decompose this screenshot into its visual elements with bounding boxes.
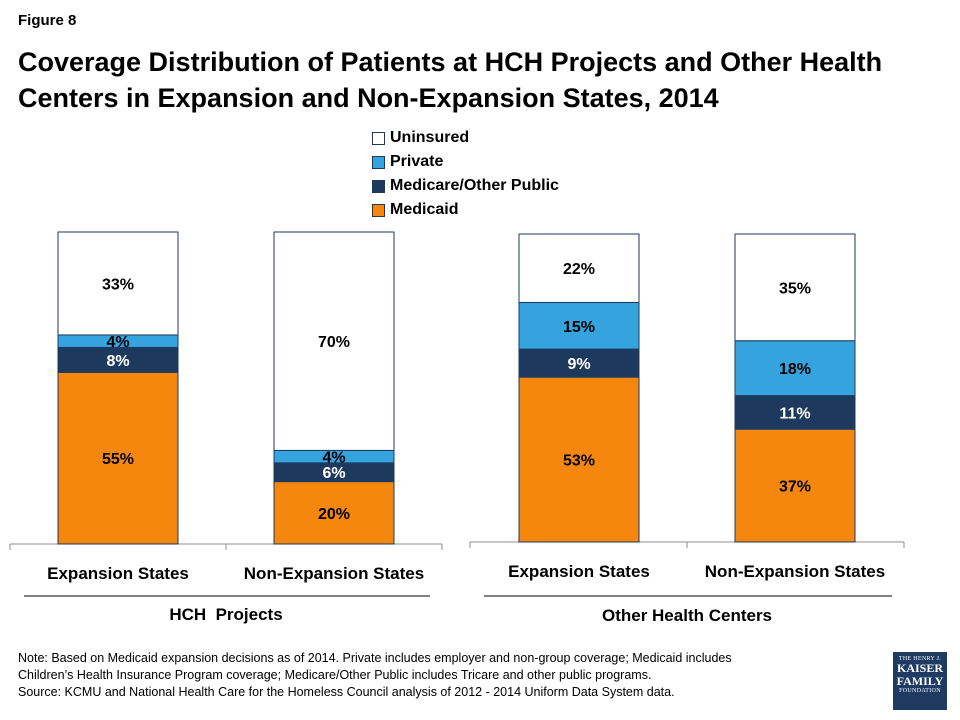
other-health-centers-label-expansion-states-medicare-other-public: 9% (567, 356, 590, 373)
legend: Uninsured Private Medicare/Other Public … (372, 126, 559, 222)
hch-projects-label-non-expansion-states-medicare-other-public: 6% (322, 465, 345, 482)
other-health-centers-category-label-expansion-states: Expansion States (508, 562, 650, 581)
legend-label-medicaid: Medicaid (390, 201, 459, 218)
hch-projects-bar-expansion-states-medicare-other-public (57, 346, 179, 373)
hch-projects-label-non-expansion-states-medicaid: 20% (318, 506, 350, 523)
legend-item-private: Private (372, 150, 559, 174)
other-health-centers-bar-non-expansion-states-uninsured (734, 233, 856, 342)
legend-item-uninsured: Uninsured (372, 126, 559, 150)
hch-projects-label-non-expansion-states-uninsured: 70% (318, 334, 350, 351)
note-line-1: Note: Based on Medicaid expansion decisi… (18, 651, 732, 665)
hch-projects-group-label: HCH Projects (169, 605, 282, 624)
logo-line-4: FOUNDATION (899, 688, 941, 694)
other-health-centers-label-non-expansion-states-medicare-other-public: 11% (779, 405, 810, 422)
other-health-centers-group-label: Other Health Centers (602, 606, 772, 625)
other-health-centers-label-expansion-states-uninsured: 22% (563, 261, 595, 278)
hch-projects-category-label-expansion-states: Expansion States (47, 564, 189, 583)
legend-item-medicare: Medicare/Other Public (372, 174, 559, 198)
other-health-centers-label-non-expansion-states-uninsured: 35% (779, 280, 811, 297)
note-line-3: Source: KCMU and National Health Care fo… (18, 685, 675, 699)
hch-projects-bar-non-expansion-states-uninsured (273, 231, 395, 451)
logo-line-2: KAISER (896, 661, 943, 675)
other-health-centers-label-non-expansion-states-private: 18% (779, 361, 811, 378)
legend-label-medicare: Medicare/Other Public (390, 177, 559, 194)
hch-projects-label-expansion-states-private: 4% (106, 334, 129, 351)
legend-item-medicaid: Medicaid (372, 198, 559, 222)
legend-label-private: Private (390, 153, 444, 170)
other-health-centers-category-label-non-expansion-states: Non-Expansion States (705, 562, 885, 581)
legend-swatch-uninsured (372, 131, 385, 145)
chart-note: Note: Based on Medicaid expansion decisi… (18, 650, 878, 701)
logo-line-1: THE HENRY J. (898, 656, 942, 662)
other-health-centers-bar-expansion-states-private (518, 301, 640, 350)
legend-swatch-private (372, 155, 385, 169)
note-line-2: Children’s Health Insurance Program cove… (18, 668, 652, 682)
other-health-centers-bar-expansion-states-medicaid (518, 376, 640, 543)
other-health-centers-label-expansion-states-medicaid: 53% (563, 453, 595, 470)
other-health-centers-bar-non-expansion-states-private (734, 340, 856, 397)
hch-projects-label-expansion-states-uninsured: 33% (102, 276, 134, 293)
other-health-centers-label-expansion-states-private: 15% (563, 319, 595, 336)
other-health-centers-bar-expansion-states-uninsured (518, 233, 640, 303)
hch-projects-label-expansion-states-medicaid: 55% (102, 451, 134, 468)
other-health-centers-label-non-expansion-states-medicaid: 37% (779, 479, 811, 496)
legend-swatch-medicaid (372, 203, 385, 217)
hch-projects-label-expansion-states-medicare-other-public: 8% (106, 353, 129, 370)
hch-projects-bar-expansion-states-medicaid (57, 371, 179, 545)
hch-projects-label-non-expansion-states-private: 4% (322, 450, 345, 467)
other-health-centers-bar-non-expansion-states-medicaid (734, 428, 856, 543)
chart-title: Coverage Distribution of Patients at HCH… (18, 47, 883, 113)
legend-swatch-medicare (372, 179, 385, 193)
legend-label-uninsured: Uninsured (390, 129, 470, 146)
figure-label: Figure 8 (18, 12, 77, 29)
kff-logo: THE HENRY J. KAISER FAMILY FOUNDATION (893, 652, 947, 710)
hch-projects-bar-non-expansion-states-medicaid (273, 481, 395, 545)
stacked-bar-chart: 55%8%4%33%Expansion States20%6%4%70%Non-… (9, 231, 905, 625)
logo-line-3: FAMILY (896, 674, 944, 688)
other-health-centers-bar-expansion-states-medicare-other-public (518, 348, 640, 378)
hch-projects-bar-expansion-states-uninsured (57, 231, 179, 336)
hch-projects-category-label-non-expansion-states: Non-Expansion States (244, 564, 424, 583)
other-health-centers-bar-non-expansion-states-medicare-other-public (734, 395, 856, 430)
